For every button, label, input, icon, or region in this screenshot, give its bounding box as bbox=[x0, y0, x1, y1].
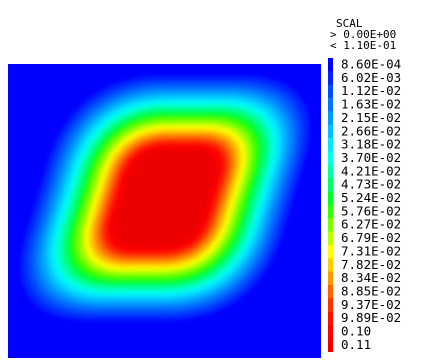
legend-swatch bbox=[328, 218, 333, 232]
legend-swatch bbox=[328, 138, 333, 152]
legend-swatch bbox=[328, 244, 333, 259]
legend-label: 2.15E-02 bbox=[341, 110, 401, 125]
legend-label: 6.02E-03 bbox=[341, 70, 401, 85]
legend-swatch bbox=[328, 191, 333, 206]
legend-label: 7.31E-02 bbox=[341, 243, 401, 258]
legend-label: 1.63E-02 bbox=[341, 97, 401, 112]
legend-swatch bbox=[328, 111, 333, 126]
legend-swatch bbox=[328, 325, 333, 339]
legend-label: 5.76E-02 bbox=[341, 203, 401, 218]
legend-label: 7.82E-02 bbox=[341, 257, 401, 272]
legend-label: 5.24E-02 bbox=[341, 190, 401, 205]
legend-label: 0.10 bbox=[341, 324, 371, 339]
legend-label: 6.79E-02 bbox=[341, 230, 401, 245]
legend-swatch bbox=[328, 164, 333, 179]
legend-range-min: < 1.10E-01 bbox=[330, 39, 396, 52]
legend-swatch bbox=[328, 58, 333, 72]
legend-swatch bbox=[328, 311, 333, 326]
legend-swatch bbox=[328, 71, 333, 85]
legend-swatch bbox=[328, 271, 333, 286]
legend-swatch bbox=[328, 338, 333, 352]
legend-swatch bbox=[328, 98, 333, 112]
scalar-field bbox=[8, 64, 321, 358]
legend-label: 3.70E-02 bbox=[341, 150, 401, 165]
legend-label: 1.12E-02 bbox=[341, 83, 401, 98]
legend-swatch bbox=[328, 178, 333, 192]
legend-swatch bbox=[328, 231, 333, 246]
legend-swatch bbox=[328, 284, 333, 299]
legend-label: 8.60E-04 bbox=[341, 57, 401, 72]
legend-swatch bbox=[328, 204, 333, 219]
legend-swatch bbox=[328, 258, 333, 272]
legend-label: 6.27E-02 bbox=[341, 217, 401, 232]
legend-label: 9.37E-02 bbox=[341, 297, 401, 312]
legend-label: 2.66E-02 bbox=[341, 123, 401, 138]
legend-label: 0.11 bbox=[341, 337, 371, 352]
legend-header: SCAL > 0.00E+00 < 1.10E-01 bbox=[330, 17, 396, 52]
legend-label: 8.85E-02 bbox=[341, 283, 401, 298]
legend-swatch bbox=[328, 151, 333, 166]
legend-label: 8.34E-02 bbox=[341, 270, 401, 285]
field-band bbox=[112, 148, 218, 248]
color-legend: 8.60E-046.02E-031.12E-021.63E-022.15E-02… bbox=[328, 57, 401, 352]
legend-label: 3.18E-02 bbox=[341, 137, 401, 152]
legend-range-max: > 0.00E+00 bbox=[330, 28, 396, 41]
legend-label: 9.89E-02 bbox=[341, 310, 401, 325]
field-bands bbox=[20, 76, 310, 320]
legend-label: 4.73E-02 bbox=[341, 177, 401, 192]
legend-title: SCAL bbox=[336, 17, 363, 30]
legend-swatch bbox=[328, 298, 333, 312]
legend-swatch bbox=[328, 84, 333, 99]
legend-swatch bbox=[328, 124, 333, 139]
legend-label: 4.21E-02 bbox=[341, 163, 401, 178]
